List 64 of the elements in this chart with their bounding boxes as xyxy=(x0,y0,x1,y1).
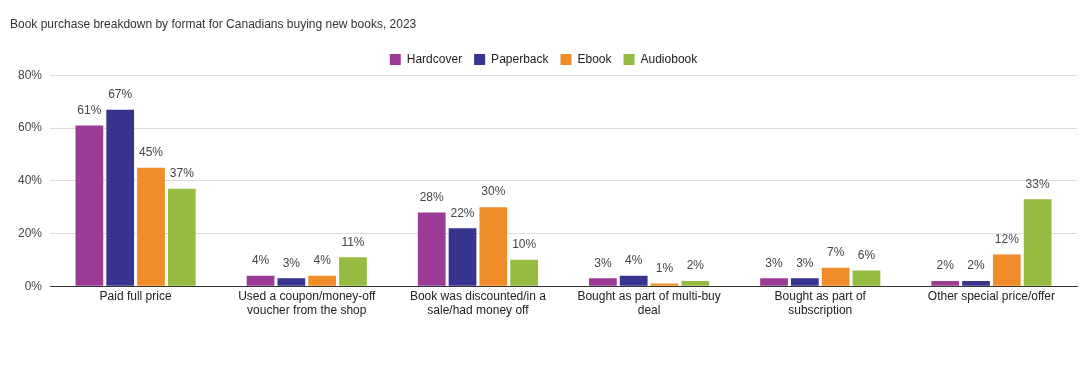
data-label: 3% xyxy=(765,255,784,270)
bar xyxy=(790,278,819,286)
x-tick-label: Other special price/offer xyxy=(927,288,1056,303)
data-label: 2% xyxy=(936,258,955,273)
data-label: 4% xyxy=(625,252,643,267)
bar xyxy=(277,278,306,286)
x-tick-label: Bought as part of subscription xyxy=(774,288,867,318)
bar xyxy=(681,280,710,286)
bar xyxy=(75,125,104,286)
data-label: 6% xyxy=(857,247,876,262)
data-label: 3% xyxy=(282,255,301,270)
data-label: 67% xyxy=(108,86,133,101)
x-tick-label: Paid full price xyxy=(99,288,172,303)
data-label: 12% xyxy=(994,231,1020,246)
x-tick-label: Bought as part of multi-buy deal xyxy=(577,288,721,318)
data-label: 22% xyxy=(450,205,475,220)
data-label: 33% xyxy=(1025,176,1050,191)
bar xyxy=(479,207,508,286)
legend-label: Hardcover xyxy=(406,51,463,66)
bar xyxy=(137,167,165,286)
bar xyxy=(962,280,990,286)
bar xyxy=(821,267,850,286)
legend-label: Ebook xyxy=(577,51,613,66)
bar xyxy=(106,109,135,286)
bar xyxy=(992,254,1021,286)
data-label: 3% xyxy=(594,255,612,270)
bar xyxy=(339,257,367,286)
bar xyxy=(417,212,446,286)
bar xyxy=(246,275,275,286)
bar xyxy=(1023,199,1052,286)
x-tick-label: Book was discounted/in a sale/had money off xyxy=(409,288,547,318)
bar xyxy=(167,188,196,286)
data-label: 4% xyxy=(313,252,332,267)
data-label: 10% xyxy=(512,237,537,252)
data-label: 7% xyxy=(826,245,845,260)
data-label: 28% xyxy=(419,189,445,204)
y-tick-label: 0% xyxy=(24,278,43,293)
x-tick-label: Used a coupon/money-off voucher from the shop xyxy=(238,288,377,318)
data-label: 1% xyxy=(655,260,674,275)
bar xyxy=(510,259,539,286)
data-label: 11% xyxy=(341,234,365,249)
data-label: 4% xyxy=(251,252,270,267)
legend-label: Paperback xyxy=(491,51,550,66)
bar xyxy=(852,270,881,286)
bar xyxy=(308,275,337,286)
data-label: 2% xyxy=(967,258,986,273)
legend-label: Audiobook xyxy=(640,51,699,66)
y-tick-label: 40% xyxy=(17,173,43,188)
data-label: 61% xyxy=(77,102,102,117)
data-label: 3% xyxy=(796,255,814,270)
data-label: 30% xyxy=(481,184,506,199)
bar xyxy=(619,275,648,286)
y-tick-label: 80% xyxy=(17,67,43,82)
bar xyxy=(448,228,477,286)
y-tick-label: 60% xyxy=(17,120,43,135)
chart-title: Book purchase breakdown by format for Canadians buying new books, 2023 xyxy=(10,16,417,31)
data-label: 37% xyxy=(169,166,195,181)
bar xyxy=(931,280,960,286)
bar xyxy=(650,283,679,286)
bar xyxy=(760,278,788,286)
y-tick-label: 20% xyxy=(17,225,43,240)
data-label: 45% xyxy=(138,144,164,159)
bar xyxy=(589,278,617,286)
data-label: 2% xyxy=(686,258,705,273)
